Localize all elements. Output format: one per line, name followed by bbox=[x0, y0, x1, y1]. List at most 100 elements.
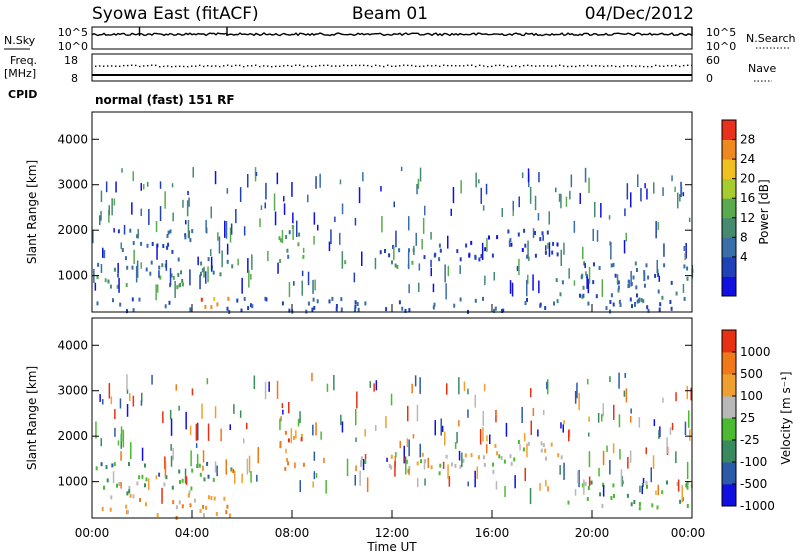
heatmap-cell bbox=[480, 254, 483, 259]
heatmap-cell bbox=[588, 432, 590, 437]
heatmap-cell bbox=[388, 463, 391, 468]
heatmap-cell bbox=[108, 205, 110, 216]
y-tick-label: 3000 bbox=[57, 384, 88, 398]
nave-dot bbox=[631, 65, 633, 67]
heatmap-cell bbox=[403, 445, 405, 464]
heatmap-cell bbox=[445, 283, 447, 300]
heatmap-cell bbox=[390, 465, 393, 470]
heatmap-cell bbox=[176, 285, 179, 290]
heatmap-cell bbox=[116, 483, 118, 488]
heatmap-cell bbox=[207, 266, 209, 283]
heatmap-cell bbox=[414, 375, 417, 387]
heatmap-cell bbox=[316, 299, 319, 304]
heatmap-cell bbox=[581, 483, 584, 488]
heatmap-cell bbox=[538, 280, 540, 294]
heatmap-cell bbox=[585, 274, 588, 278]
heatmap-cell bbox=[373, 383, 375, 392]
heatmap-cell bbox=[243, 226, 246, 236]
nsearch-top-tick: 10^5 bbox=[706, 26, 736, 39]
heatmap-cell bbox=[526, 443, 528, 458]
heatmap-cell bbox=[190, 450, 192, 467]
heatmap-cell bbox=[199, 472, 202, 477]
heatmap-cell bbox=[618, 372, 620, 389]
heatmap-cell bbox=[236, 298, 239, 303]
heatmap-cell bbox=[486, 444, 488, 454]
x-tick-label: 20:00 bbox=[575, 526, 610, 540]
heatmap-cell bbox=[228, 513, 231, 518]
colorbar-segment bbox=[722, 374, 736, 397]
heatmap-cell bbox=[177, 257, 180, 262]
heatmap-cell bbox=[544, 250, 547, 255]
heatmap-cell bbox=[601, 279, 604, 297]
heatmap-cell bbox=[190, 486, 193, 491]
heatmap-cell bbox=[205, 219, 207, 233]
heatmap-cell bbox=[247, 306, 250, 311]
heatmap-cell bbox=[588, 476, 591, 487]
heatmap-cell bbox=[458, 450, 461, 461]
heatmap-cell bbox=[364, 454, 367, 460]
heatmap-cell bbox=[354, 300, 357, 305]
heatmap-cell bbox=[633, 500, 636, 504]
nave-dot bbox=[207, 65, 209, 67]
nave-dot bbox=[171, 65, 173, 68]
colorbar-segment bbox=[722, 217, 736, 238]
heatmap-cell bbox=[444, 264, 446, 283]
heatmap-cell bbox=[118, 277, 120, 293]
heatmap-cell bbox=[167, 230, 170, 235]
heatmap-cell bbox=[556, 299, 559, 304]
heatmap-cell bbox=[175, 505, 178, 510]
heatmap-cell bbox=[255, 172, 258, 177]
heatmap-cell bbox=[547, 486, 549, 492]
heatmap-cell bbox=[181, 478, 184, 483]
heatmap-cell bbox=[592, 280, 595, 285]
heatmap-cell bbox=[105, 181, 108, 193]
heatmap-cell bbox=[527, 240, 529, 259]
heatmap-cell bbox=[679, 194, 681, 202]
heatmap-cell bbox=[493, 308, 496, 313]
heatmap-cell bbox=[647, 275, 650, 280]
heatmap-cell bbox=[178, 469, 181, 474]
heatmap-cell bbox=[138, 297, 141, 302]
heatmap-cell bbox=[507, 229, 510, 234]
heatmap-cell bbox=[189, 307, 192, 312]
nave-dot bbox=[399, 65, 401, 67]
heatmap-cell bbox=[517, 232, 520, 237]
heatmap-cell bbox=[511, 282, 514, 297]
nave-dot bbox=[615, 65, 617, 68]
heatmap-cell bbox=[302, 462, 305, 467]
heatmap-cell bbox=[577, 471, 579, 484]
heatmap-cell bbox=[100, 210, 102, 221]
heatmap-cell bbox=[609, 459, 611, 475]
heatmap-cell bbox=[317, 224, 319, 231]
nave-dot bbox=[95, 65, 97, 67]
heatmap-cell bbox=[551, 250, 554, 255]
heatmap-cell bbox=[623, 240, 626, 254]
heatmap-cell bbox=[282, 409, 284, 415]
heatmap-cell bbox=[609, 376, 611, 382]
nave-dot bbox=[555, 65, 557, 67]
nave-dot bbox=[239, 64, 241, 67]
heatmap-cell bbox=[523, 228, 526, 233]
nave-dot bbox=[691, 64, 693, 67]
colorbar-segment bbox=[722, 159, 736, 180]
heatmap-cell bbox=[199, 508, 202, 513]
heatmap-cell bbox=[217, 232, 219, 241]
nave-dot bbox=[351, 64, 353, 67]
heatmap-cell bbox=[510, 242, 513, 247]
nave-dot bbox=[115, 65, 117, 67]
heatmap-cell bbox=[301, 270, 304, 277]
heatmap-cell bbox=[621, 476, 623, 487]
nave-dot bbox=[575, 65, 577, 68]
heatmap-cell bbox=[408, 439, 410, 457]
nave-dot bbox=[295, 64, 297, 66]
heatmap-cell bbox=[379, 250, 382, 255]
heatmap-cell bbox=[129, 393, 131, 401]
nave-dot bbox=[419, 65, 421, 68]
heatmap-cell bbox=[191, 229, 194, 234]
heatmap-cell bbox=[605, 306, 608, 311]
nave-top-tick: 60 bbox=[706, 54, 720, 67]
heatmap-cell bbox=[675, 291, 678, 296]
heatmap-cell bbox=[225, 459, 227, 475]
heatmap-cell bbox=[170, 418, 173, 436]
heatmap-cell bbox=[584, 481, 587, 486]
